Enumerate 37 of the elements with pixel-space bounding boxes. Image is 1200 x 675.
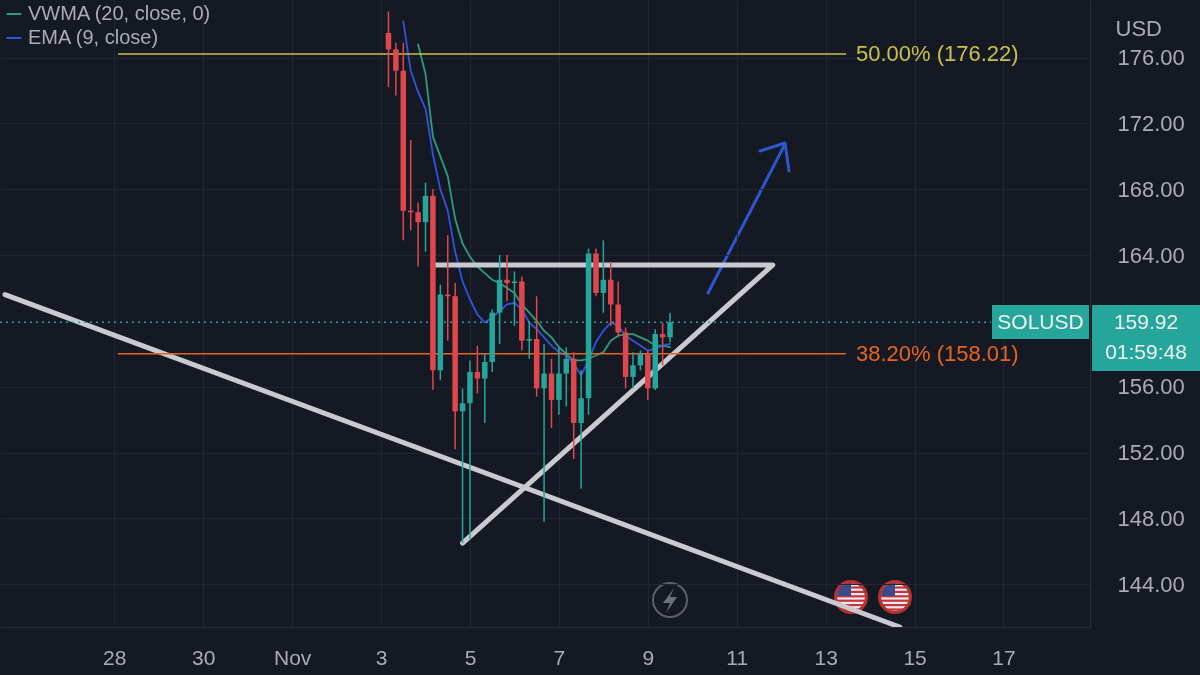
text: 01:59:48 <box>1104 339 1188 366</box>
x-tick-label: 30 <box>192 645 216 669</box>
x-tick-label: 15 <box>903 645 927 669</box>
candlestick <box>541 343 547 523</box>
candlestick <box>504 254 510 302</box>
x-tick-label: 13 <box>814 645 838 669</box>
y-tick-label: 164.00 <box>1117 242 1185 268</box>
candlestick <box>630 351 636 390</box>
ref-line-label: 38.20% (158.01) <box>856 340 1019 366</box>
legend-label: VWMA (20, close, 0) <box>28 2 211 24</box>
y-tick-label: 176.00 <box>1117 45 1185 71</box>
x-tick-label: 5 <box>464 645 477 669</box>
y-tick-label: 144.00 <box>1117 571 1185 597</box>
line-series <box>402 20 671 377</box>
candlestick <box>563 346 570 408</box>
x-tick-label: 17 <box>992 645 1016 669</box>
candlestick <box>474 344 481 395</box>
x-tick-label: 9 <box>642 645 655 669</box>
text: 159.92 <box>1112 309 1180 336</box>
y-tick-label: 156.00 <box>1117 374 1185 400</box>
x-tick-label: 11 <box>726 645 749 669</box>
y-tick-label: 172.00 <box>1117 110 1185 136</box>
candlestick <box>393 42 399 97</box>
candlestick <box>600 239 607 314</box>
y-tick-label: 152.00 <box>1117 440 1185 466</box>
y-tick-label: 148.00 <box>1117 505 1185 531</box>
candlestick <box>482 353 488 424</box>
ref-line-label: 50.00% (176.22) <box>856 40 1019 66</box>
candlestick <box>415 201 421 268</box>
y-tick-label: 168.00 <box>1117 176 1185 202</box>
x-tick-label: 7 <box>553 645 566 669</box>
y-axis-title: USD <box>1115 15 1162 41</box>
x-tick-label: Nov <box>273 645 312 669</box>
line-series <box>417 43 671 362</box>
x-tick-label: 28 <box>103 645 127 669</box>
x-tick-label: 3 <box>375 645 388 669</box>
legend-label: EMA (9, close) <box>28 26 159 48</box>
